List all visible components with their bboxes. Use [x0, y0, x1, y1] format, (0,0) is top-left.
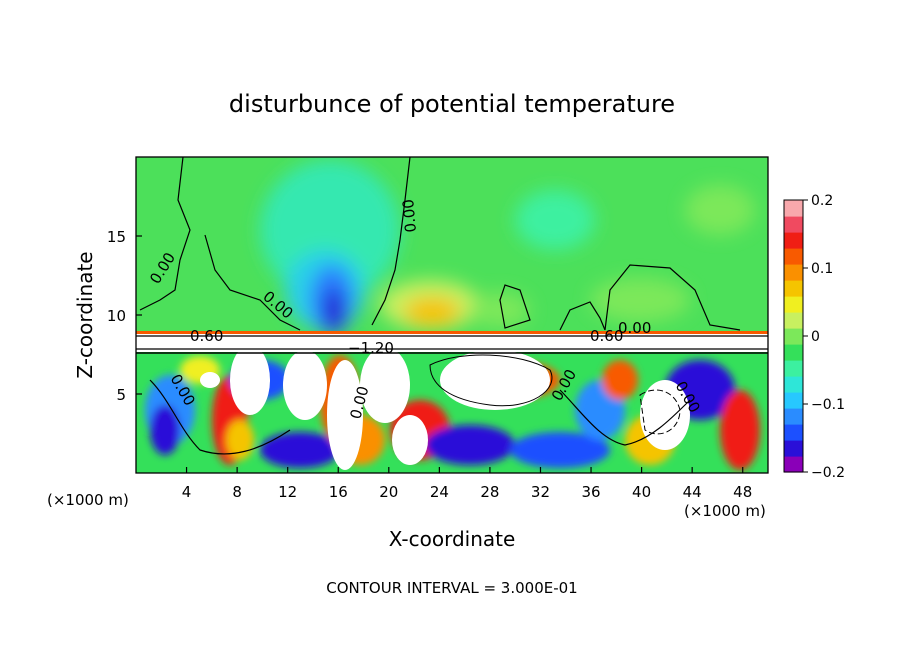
field-blob [425, 425, 515, 465]
field-blob [590, 278, 690, 322]
contour-label: 0.00 [399, 198, 420, 233]
y-axis-ticks: 5 10 15 [107, 228, 142, 404]
upper-field [260, 160, 755, 335]
saturated-regions [200, 345, 690, 470]
saturated-region [200, 372, 220, 388]
colorbar-swatch [784, 328, 803, 345]
x-tick-label: 44 [683, 483, 702, 501]
colorbar-swatch [784, 456, 803, 473]
colorbar-swatch [784, 408, 803, 425]
contour-line [604, 264, 741, 331]
y-tick-label: 10 [107, 307, 126, 325]
x-tick-label: 20 [379, 483, 398, 501]
saturated-region [360, 347, 410, 423]
field-blob [515, 190, 595, 250]
inversion-band-top [136, 331, 768, 334]
field-blob [150, 405, 180, 455]
saturated-region [440, 350, 550, 410]
x-tick-label: 4 [182, 483, 192, 501]
x-tick-label: 16 [329, 483, 348, 501]
field-blob [510, 432, 610, 468]
contour-line [139, 157, 191, 311]
field-blob [404, 297, 460, 327]
colorbar-swatch [784, 248, 803, 265]
colorbar-swatch [784, 392, 803, 409]
colorbar-swatch [784, 376, 803, 393]
colorbar: 0.2 0.1 0 −0.1 −0.2 [783, 193, 845, 481]
contour-line [499, 284, 531, 329]
x-tick-label: 40 [632, 483, 651, 501]
contour-line [204, 234, 301, 331]
inversion-band [136, 334, 768, 352]
x-tick-label: 12 [278, 483, 297, 501]
contour-interval-note: CONTOUR INTERVAL = 3.000E-01 [326, 579, 577, 597]
colorbar-swatch [784, 200, 803, 217]
colorbar-swatch [784, 344, 803, 361]
x-tick-label: 36 [581, 483, 600, 501]
y-tick-label: 15 [107, 228, 126, 246]
contour-line [429, 354, 553, 407]
saturated-region [230, 345, 270, 415]
colorbar-swatch [784, 216, 803, 233]
colorbar-swatch [784, 232, 803, 249]
colorbar-tick-label: 0.2 [811, 193, 833, 209]
x-tick-label: 28 [480, 483, 499, 501]
colorbar-tick-label: 0.1 [811, 261, 833, 277]
contour-label: 0.00 [618, 319, 651, 337]
contour-line [559, 301, 606, 331]
chart-title: disturbunce of potential temperature [229, 90, 675, 118]
contour-line [559, 389, 691, 446]
colorbar-swatch [784, 424, 803, 441]
colorbar-swatch [784, 312, 803, 329]
field-blob [602, 360, 638, 400]
field-blob [324, 288, 344, 332]
plot-area [136, 157, 768, 473]
x-tick-label: 48 [733, 483, 752, 501]
x-tick-label: 24 [430, 483, 449, 501]
field-blob [685, 185, 755, 235]
y-tick-label: 5 [116, 386, 126, 404]
x-axis-ticks: 4 8 12 16 20 24 28 32 36 40 44 48 [182, 467, 752, 501]
colorbar-tick-label: −0.2 [811, 465, 845, 481]
contour-label: −1.20 [348, 339, 394, 357]
colorbar-swatch [784, 280, 803, 297]
x-axis-label: X-coordinate [389, 527, 516, 551]
contour-label: 0.60 [190, 327, 223, 345]
field-blob [260, 432, 340, 468]
field-blob [720, 390, 760, 470]
saturated-region [392, 415, 428, 465]
saturated-region [327, 360, 363, 470]
contour-label: 0.60 [590, 327, 623, 345]
x-tick-label: 8 [232, 483, 242, 501]
colorbar-tick-label: −0.1 [811, 397, 845, 413]
y-axis-label: Z-coordinate [73, 251, 97, 378]
colorbar-swatch [784, 440, 803, 457]
field-blob [470, 292, 530, 328]
colorbar-swatch [784, 360, 803, 377]
colorbar-tick-label: 0 [811, 329, 820, 345]
y-axis-unit: (×1000 m) [684, 502, 766, 520]
colorbar-swatch [784, 296, 803, 313]
saturated-region [283, 350, 327, 420]
colorbar-swatch [784, 264, 803, 281]
contour-line [149, 379, 291, 455]
contour-line [639, 389, 681, 435]
x-tick-label: 32 [531, 483, 550, 501]
contour-line [371, 157, 411, 326]
x-axis-unit: (×1000 m) [47, 491, 129, 509]
